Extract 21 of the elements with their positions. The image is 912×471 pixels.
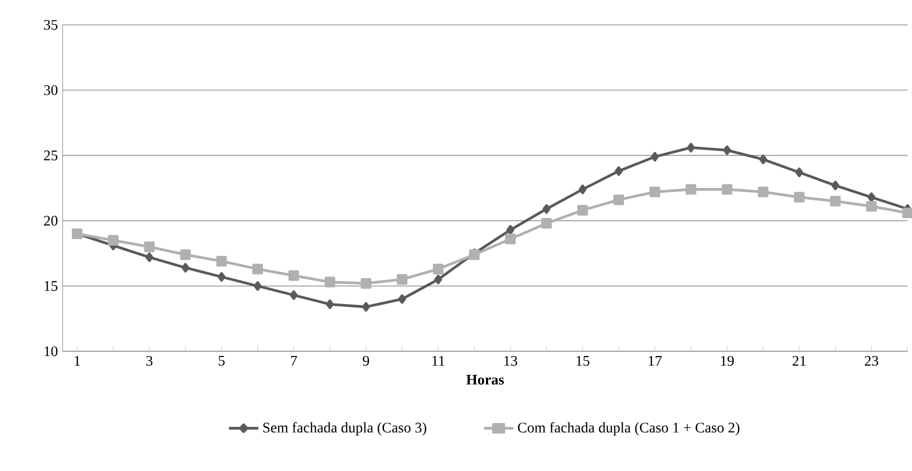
y-tick-label: 25 [44,150,58,160]
x-tick-label: 23 [864,356,878,366]
y-tick-label: 10 [44,346,58,356]
x-tick-label: 7 [291,356,297,366]
y-tick-label: 30 [44,85,58,96]
x-tick-label: 1 [74,356,80,366]
y-tick-label: 20 [44,216,58,226]
x-tick-label: 17 [648,356,662,366]
x-tick-label: 5 [218,356,225,366]
x-tick-label: 19 [721,356,734,366]
x-tick-label: 13 [504,356,518,366]
y-tick-label: 35 [44,20,58,30]
legend-label: Com fachada dupla (Caso 1 + Caso 2) [518,422,740,436]
x-tick-label: 21 [792,356,806,366]
x-tick-label: 11 [432,356,444,366]
legend-label: Sem fachada dupla (Caso 3) [263,422,426,436]
x-tick-label: 9 [362,356,370,366]
y-tick-label: 15 [44,281,58,292]
x-tick-label: 15 [576,356,590,366]
x-axis-title: Horas [466,375,504,385]
x-tick-label: 3 [146,356,152,366]
